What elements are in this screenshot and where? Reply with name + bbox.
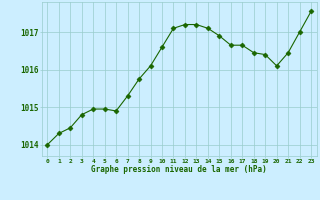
- X-axis label: Graphe pression niveau de la mer (hPa): Graphe pression niveau de la mer (hPa): [91, 165, 267, 174]
